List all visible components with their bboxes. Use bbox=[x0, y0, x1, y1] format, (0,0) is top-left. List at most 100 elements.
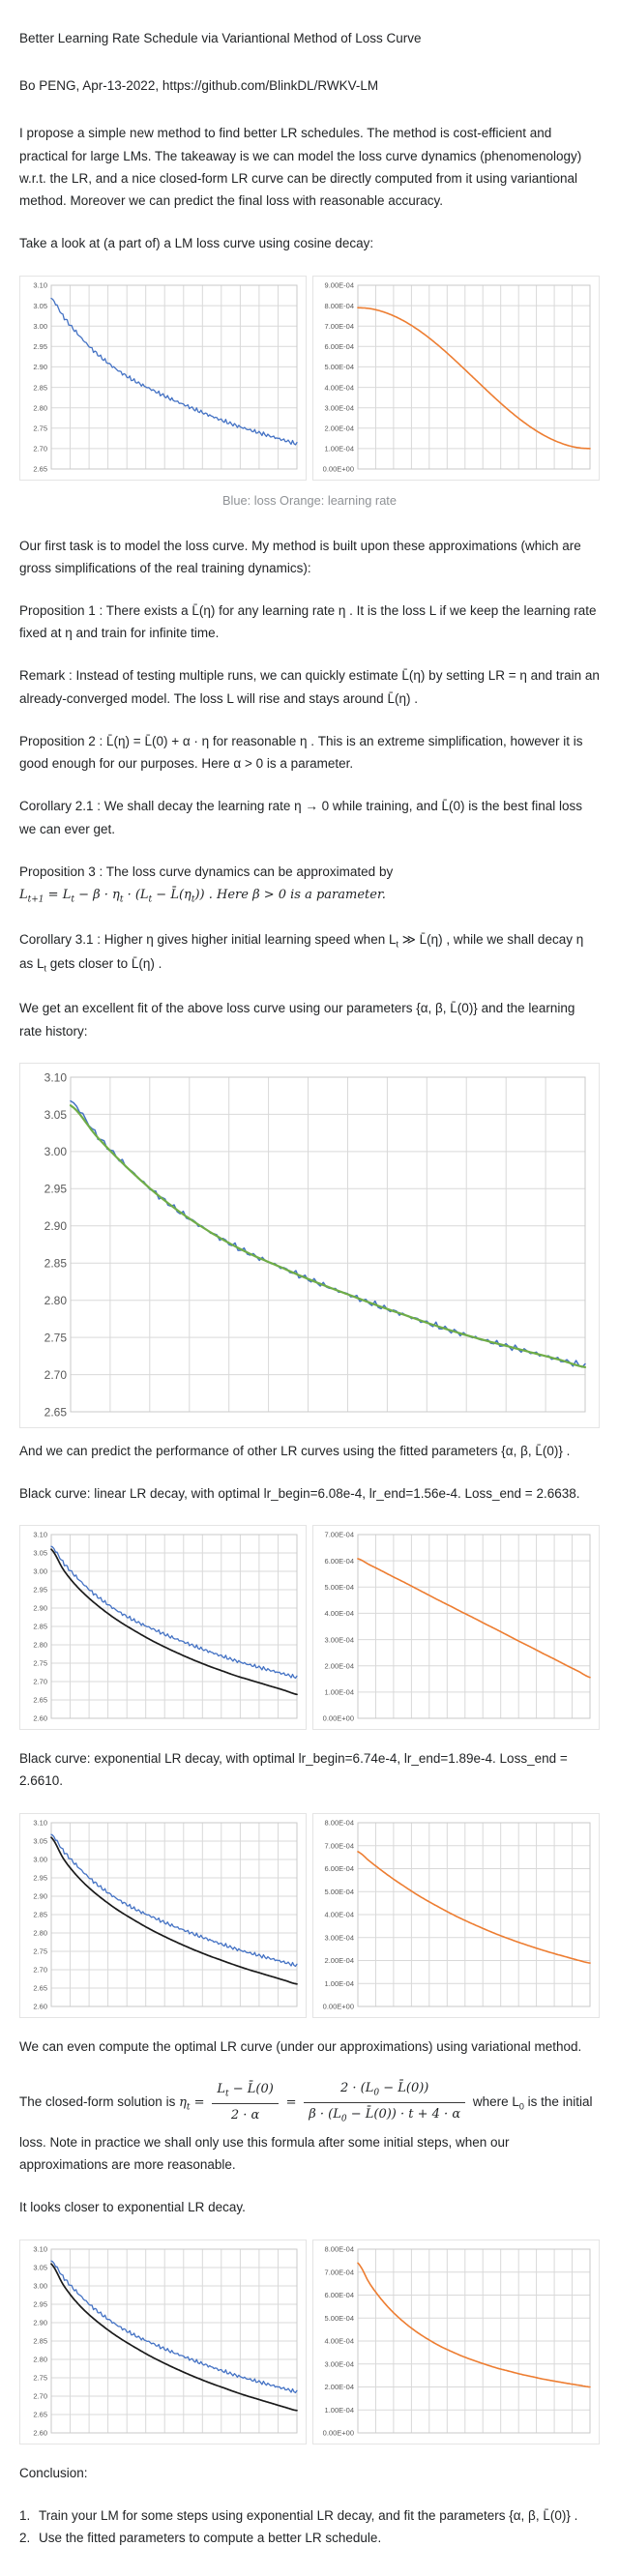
svg-text:3.10: 3.10 bbox=[44, 1070, 68, 1084]
svg-text:2.70: 2.70 bbox=[44, 1368, 68, 1382]
svg-text:6.00E-04: 6.00E-04 bbox=[325, 342, 354, 351]
svg-text:2.75: 2.75 bbox=[33, 1659, 47, 1668]
paragraph-variational: We can even compute the optimal LR curve… bbox=[19, 2038, 582, 2054]
svg-text:3.05: 3.05 bbox=[33, 1836, 47, 1845]
paragraph-proposition-2: Proposition 2 : L̄(η) = L̄(0) + α · η fo… bbox=[19, 733, 583, 772]
paragraph-proposition-3: Proposition 3 : The loss curve dynamics … bbox=[19, 861, 600, 908]
svg-text:0.00E+00: 0.00E+00 bbox=[323, 2002, 354, 2010]
svg-text:6.00E-04: 6.00E-04 bbox=[325, 1864, 354, 1873]
paragraph-remark: Remark : Instead of testing multiple run… bbox=[19, 668, 600, 706]
svg-text:2.75: 2.75 bbox=[44, 1331, 68, 1344]
svg-text:2.65: 2.65 bbox=[44, 1405, 68, 1419]
svg-text:2.90: 2.90 bbox=[44, 1219, 68, 1233]
svg-text:3.00: 3.00 bbox=[44, 1145, 68, 1158]
paragraph-take-look: Take a look at (a part of) a LM loss cur… bbox=[19, 236, 374, 251]
svg-text:3.10: 3.10 bbox=[33, 280, 47, 289]
loss-chart-exp-pred: 3.10 3.05 3.00 2.95 2.90 2.85 2.80 2.75 2.70 2.65… bbox=[19, 1812, 307, 2018]
proposition-3-intro: Proposition 3 : The loss curve dynamics … bbox=[19, 864, 394, 879]
svg-text:2.00E-04: 2.00E-04 bbox=[325, 2383, 354, 2391]
svg-text:2.85: 2.85 bbox=[33, 1910, 47, 1918]
svg-text:2.65: 2.65 bbox=[33, 464, 47, 473]
svg-text:2.90: 2.90 bbox=[33, 2318, 47, 2327]
svg-text:2.80: 2.80 bbox=[33, 1641, 47, 1650]
svg-text:2.65: 2.65 bbox=[33, 1983, 47, 1992]
svg-text:2.80: 2.80 bbox=[44, 1294, 68, 1307]
paragraph-black-linear: Black curve: linear LR decay, with optim… bbox=[19, 1485, 580, 1501]
closed-form-lhs: ηt = bbox=[179, 2094, 205, 2113]
svg-text:2.95: 2.95 bbox=[33, 1586, 47, 1595]
svg-text:4.00E-04: 4.00E-04 bbox=[325, 2336, 354, 2345]
svg-text:2.90: 2.90 bbox=[33, 363, 47, 371]
lr-chart-optimal: 8.00E-04 7.00E-04 6.00E-04 5.00E-04 4.00E-04… bbox=[312, 2239, 600, 2444]
svg-text:2.60: 2.60 bbox=[33, 2002, 47, 2010]
svg-text:0.00E+00: 0.00E+00 bbox=[323, 2428, 354, 2437]
loss-fit-chart-large: 3.10 3.05 3.00 2.95 2.90 2.85 2.80 2.75 2.70 2.65 bbox=[19, 1062, 600, 1428]
svg-text:3.00E-04: 3.00E-04 bbox=[325, 1635, 354, 1644]
svg-text:3.00E-04: 3.00E-04 bbox=[325, 1933, 354, 1942]
loss-chart-optimal-pred: 3.10 3.05 3.00 2.95 2.90 2.85 2.80 2.75 2.70 2.65… bbox=[19, 2239, 307, 2444]
paragraph-closed-form: The closed-form solution is ηt = Lt − L̄… bbox=[19, 2078, 600, 2127]
svg-text:2.00E-04: 2.00E-04 bbox=[325, 1956, 354, 1965]
svg-text:3.00: 3.00 bbox=[33, 1855, 47, 1863]
svg-text:3.00: 3.00 bbox=[33, 1567, 47, 1576]
svg-text:2.80: 2.80 bbox=[33, 1928, 47, 1937]
svg-text:2.85: 2.85 bbox=[33, 2336, 47, 2345]
paragraph-corollary-3-1: Corollary 3.1 : Higher η gives higher in… bbox=[19, 932, 584, 974]
svg-text:0.00E+00: 0.00E+00 bbox=[323, 464, 354, 473]
svg-text:3.00: 3.00 bbox=[33, 2281, 47, 2290]
svg-text:3.00: 3.00 bbox=[33, 321, 47, 330]
svg-text:7.00E-04: 7.00E-04 bbox=[325, 321, 354, 330]
svg-text:3.10: 3.10 bbox=[33, 2244, 47, 2253]
paragraph-closed-form-continued: loss. Note in practice we shall only use… bbox=[19, 2134, 510, 2173]
svg-text:2.00E-04: 2.00E-04 bbox=[325, 1662, 354, 1671]
conclusion-title: Conclusion: bbox=[19, 2465, 88, 2480]
svg-text:2.90: 2.90 bbox=[33, 1891, 47, 1900]
svg-text:8.00E-04: 8.00E-04 bbox=[325, 301, 354, 309]
svg-text:2.00E-04: 2.00E-04 bbox=[325, 424, 354, 432]
svg-text:5.00E-04: 5.00E-04 bbox=[325, 2314, 354, 2323]
closed-form-suffix: where L0 is the initial bbox=[472, 2093, 593, 2112]
svg-text:2.65: 2.65 bbox=[33, 2410, 47, 2418]
paragraph-first-task: Our first task is to model the loss curv… bbox=[19, 538, 581, 575]
svg-text:7.00E-04: 7.00E-04 bbox=[325, 1841, 354, 1850]
svg-text:2.65: 2.65 bbox=[33, 1696, 47, 1705]
svg-text:2.90: 2.90 bbox=[33, 1604, 47, 1613]
svg-text:1.00E-04: 1.00E-04 bbox=[325, 1688, 354, 1697]
svg-text:5.00E-04: 5.00E-04 bbox=[325, 1583, 354, 1592]
conclusion-item-1-text: Train your LM for some steps using expon… bbox=[39, 2507, 578, 2523]
paragraph-closer: It looks closer to exponential LR decay. bbox=[19, 2200, 246, 2215]
svg-text:5.00E-04: 5.00E-04 bbox=[325, 1888, 354, 1896]
svg-text:0.00E+00: 0.00E+00 bbox=[323, 1714, 354, 1723]
lr-chart-cosine: 9.00E-04 8.00E-04 7.00E-04 6.00E-04 5.00E-04… bbox=[312, 275, 600, 481]
figure-optimal-pair: 3.10 3.05 3.00 2.95 2.90 2.85 2.80 2.75 2.70 2.65… bbox=[19, 2239, 600, 2444]
svg-text:2.70: 2.70 bbox=[33, 1678, 47, 1686]
conclusion-item-2-text: Use the fitted parameters to compute a b… bbox=[39, 2531, 382, 2546]
svg-text:8.00E-04: 8.00E-04 bbox=[325, 1818, 354, 1827]
svg-text:8.00E-04: 8.00E-04 bbox=[325, 2244, 354, 2253]
closed-form-fraction-1: Lt − L̄(0) 2 · α bbox=[212, 2079, 279, 2126]
svg-text:2.60: 2.60 bbox=[33, 1714, 47, 1723]
svg-text:5.00E-04: 5.00E-04 bbox=[325, 363, 354, 371]
proposition-3-formula: Lt+1 = Lt − β · ηt · (Lt − L̄(ηt)) . Her… bbox=[19, 887, 386, 905]
closed-form-prefix: The closed-form solution is bbox=[19, 2093, 176, 2109]
svg-text:2.85: 2.85 bbox=[33, 1623, 47, 1631]
conclusion-item-1: 1. Train your LM for some steps using ex… bbox=[19, 2504, 600, 2527]
svg-text:2.95: 2.95 bbox=[33, 342, 47, 351]
svg-text:1.00E-04: 1.00E-04 bbox=[325, 444, 354, 453]
paragraph-proposition-1: Proposition 1 : There exists a L̄(η) for… bbox=[19, 602, 597, 641]
svg-text:1.00E-04: 1.00E-04 bbox=[325, 2406, 354, 2415]
conclusion-list: 1. Train your LM for some steps using ex… bbox=[19, 2504, 600, 2549]
conclusion-item-1-number: 1. bbox=[19, 2507, 31, 2523]
svg-text:2.85: 2.85 bbox=[44, 1256, 68, 1270]
conclusion-item-2-number: 2. bbox=[19, 2531, 31, 2546]
page-title: Better Learning Rate Schedule via Varian… bbox=[19, 31, 422, 45]
paragraph-predict: And we can predict the performance of ot… bbox=[19, 1443, 571, 1458]
figure-caption: Blue: loss Orange: learning rate bbox=[222, 492, 397, 508]
svg-text:6.00E-04: 6.00E-04 bbox=[325, 2291, 354, 2299]
lr-chart-exp: 8.00E-04 7.00E-04 6.00E-04 5.00E-04 4.00E-04… bbox=[312, 1812, 600, 2018]
svg-text:3.00E-04: 3.00E-04 bbox=[325, 2359, 354, 2368]
loss-chart-linear-pred: 3.10 3.05 3.00 2.95 2.90 2.85 2.80 2.75 2.70 2.65… bbox=[19, 1525, 307, 1731]
svg-text:3.05: 3.05 bbox=[33, 2263, 47, 2271]
byline: Bo PENG, Apr-13-2022, https://github.com… bbox=[19, 78, 379, 94]
